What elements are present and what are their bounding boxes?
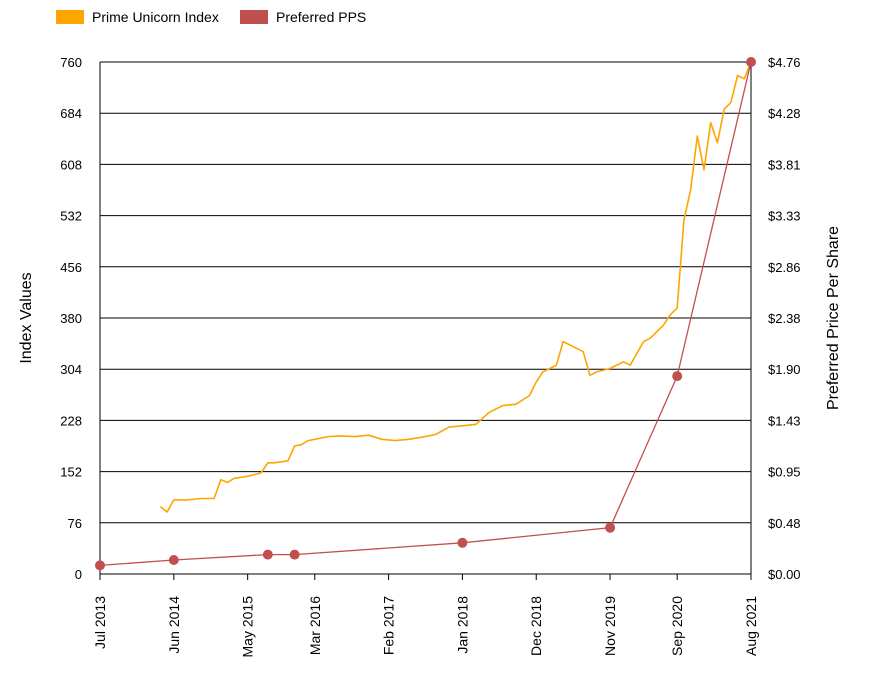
series-prime-unicorn-index [159, 61, 752, 513]
x-tick-label: Jul 2013 [92, 596, 108, 649]
legend-swatch-prime-unicorn-index [56, 10, 84, 24]
series-line-preferred-pps [99, 61, 752, 567]
legend-swatch-preferred-pps [240, 10, 268, 24]
series-line-prime-unicorn-index [159, 61, 752, 513]
pps-point [672, 371, 683, 382]
y-left-tick-label: 608 [60, 157, 82, 172]
pps-point [605, 522, 616, 533]
left-axis-ticks: 0 76 152 228 304 380 456 532 608 684 760 [60, 55, 82, 582]
right-axis-ticks: $0.00 $0.48 $0.95 $1.43 $1.90 $2.38 $2.86 $3.33… [768, 55, 801, 582]
y-left-tick-label: 684 [60, 106, 82, 121]
y-axis-right-title: Preferred Price Per Share [825, 226, 842, 410]
y-axis-left-title: Index Values [18, 272, 35, 363]
x-tick-label: Sep 2020 [669, 596, 685, 656]
y-left-tick-label: 304 [60, 362, 82, 377]
y-right-tick-label: $4.28 [768, 106, 801, 121]
gridlines [100, 61, 751, 575]
y-right-tick-label: $2.38 [768, 311, 801, 326]
x-tick-label: Aug 2021 [743, 596, 759, 656]
legend: Prime Unicorn Index Preferred PPS [56, 9, 366, 25]
y-right-tick-label: $0.00 [768, 567, 801, 582]
x-tick-label: Feb 2017 [381, 596, 397, 655]
y-right-tick-label: $3.33 [768, 209, 801, 224]
y-left-tick-label: 228 [60, 413, 82, 428]
pps-point [289, 549, 300, 560]
y-left-tick-label: 532 [60, 209, 82, 224]
x-tick-label: Nov 2019 [602, 596, 618, 656]
y-right-tick-label: $1.43 [768, 413, 801, 428]
y-right-tick-label: $0.95 [768, 465, 801, 480]
y-left-tick-label: 152 [60, 465, 82, 480]
y-right-tick-label: $2.86 [768, 260, 801, 275]
pps-point [746, 57, 756, 67]
y-right-tick-label: $1.90 [768, 362, 801, 377]
pps-point [168, 555, 179, 565]
legend-label-prime-unicorn-index: Prime Unicorn Index [92, 9, 219, 25]
y-left-tick-label: 760 [60, 55, 82, 70]
x-tick-label: May 2015 [240, 596, 256, 658]
x-tick-label: Jan 2018 [454, 596, 470, 654]
y-right-tick-label: $0.48 [768, 516, 801, 531]
x-tick-label: Dec 2018 [528, 596, 544, 656]
y-left-tick-label: 456 [60, 260, 82, 275]
series-preferred-pps [95, 57, 756, 571]
y-left-tick-label: 76 [68, 516, 82, 531]
x-axis-ticks: Jul 2013 Jun 2014 May 2015 Mar 2016 Feb 2017… [92, 574, 759, 657]
pps-point [262, 549, 273, 560]
pps-point [457, 537, 468, 548]
plot-frame [99, 62, 752, 575]
y-right-tick-label: $4.76 [768, 55, 801, 70]
pps-point [95, 560, 105, 571]
legend-label-preferred-pps: Preferred PPS [276, 9, 366, 25]
x-tick-label: Jun 2014 [166, 596, 182, 654]
y-left-tick-label: 380 [60, 311, 82, 326]
x-tick-label: Mar 2016 [307, 596, 323, 655]
y-right-tick-label: $3.81 [768, 157, 801, 172]
y-left-tick-label: 0 [75, 567, 82, 582]
